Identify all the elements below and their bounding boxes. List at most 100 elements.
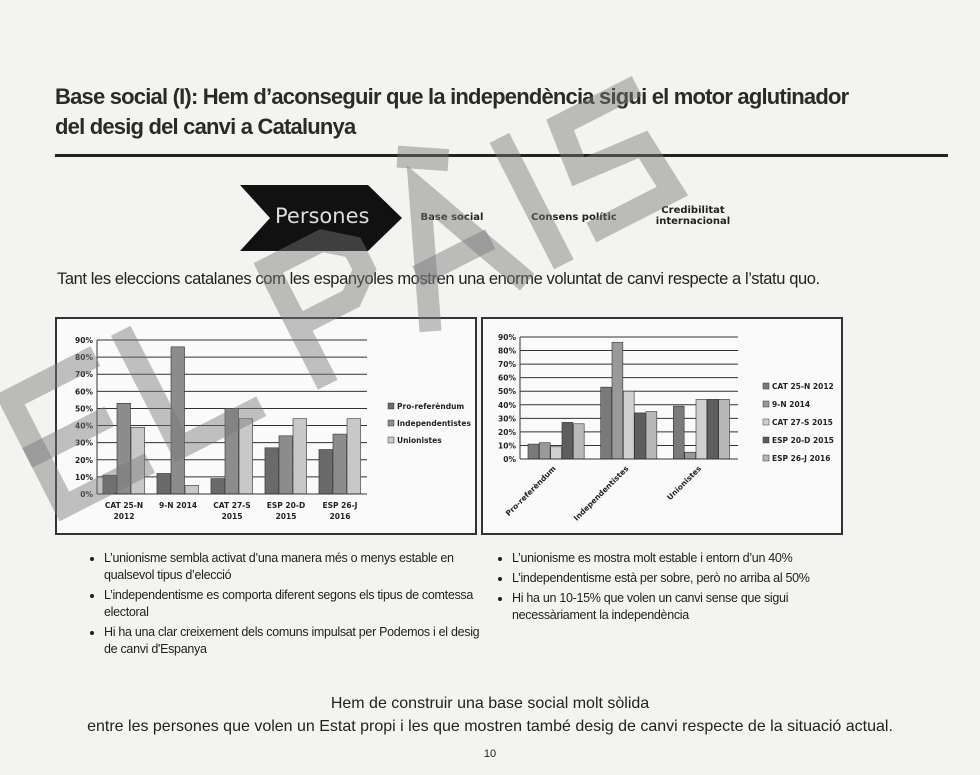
legend-swatch (762, 436, 770, 444)
title-divider (55, 154, 948, 157)
y-tick-label: 10% (498, 441, 516, 450)
legend-swatch (762, 400, 770, 408)
y-tick-label: 60% (498, 374, 516, 383)
chart-by-group-frame (481, 317, 843, 535)
legend-label: Independentistes (397, 419, 471, 428)
x-tick-label: CAT 27-S (213, 501, 250, 510)
x-tick-label: 2015 (222, 512, 243, 521)
page-number: 10 (483, 748, 497, 760)
x-tick-label: CAT 25-N (105, 501, 143, 510)
y-tick-label: 40% (498, 401, 516, 410)
legend-label: Unionistes (397, 436, 442, 445)
legend-swatch (387, 436, 395, 444)
y-tick-label: 10% (75, 473, 93, 482)
step-consens-politic: Consens polític (531, 212, 617, 223)
legend-label: CAT 25-N 2012 (772, 382, 834, 391)
bullet: L’independentisme es comporta diferent s… (104, 587, 481, 621)
y-tick-label: 80% (75, 353, 93, 362)
subtitle: Tant les eleccions catalanes com les esp… (57, 270, 820, 288)
bar (184, 485, 199, 495)
bullets-left: L’unionisme sembla activat d’una manera … (86, 550, 481, 661)
y-tick-label: 80% (498, 347, 516, 356)
y-tick-label: 40% (75, 422, 93, 431)
title-line-1: Base social (I): Hem d’aconseguir que la… (55, 84, 849, 109)
bullet: L’independentisme està per sobre, però n… (512, 570, 834, 587)
bar (684, 451, 696, 460)
legend-label: ESP 20-D 2015 (772, 436, 834, 445)
bar (645, 411, 658, 460)
y-tick-label: 30% (498, 414, 516, 423)
legend-swatch (762, 418, 770, 426)
legend-label: Pro-referèndum (397, 402, 464, 411)
x-tick-label: 2016 (330, 512, 351, 521)
bar (695, 399, 708, 460)
y-tick-label: 70% (498, 360, 516, 369)
legend-label: CAT 27-S 2015 (772, 418, 833, 427)
active-step-label: Persones (275, 204, 370, 228)
y-tick-label: 0% (80, 490, 93, 499)
x-tick-label: 2015 (276, 512, 297, 521)
bar (527, 443, 540, 460)
title-line-2: del desig del canvi a Catalunya (55, 114, 356, 139)
y-tick-label: 20% (498, 428, 516, 437)
y-tick-label: 20% (75, 456, 93, 465)
y-tick-label: 50% (498, 387, 516, 396)
x-tick-label: 2012 (114, 512, 135, 521)
bar (634, 412, 646, 460)
y-tick-label: 90% (75, 336, 93, 345)
bar (292, 418, 307, 495)
legend-label: 9-N 2014 (772, 400, 810, 409)
legend-swatch (762, 382, 770, 390)
x-tick-label: Independentistes (572, 464, 631, 523)
y-tick-label: 0% (503, 455, 516, 464)
legend-swatch (762, 454, 770, 462)
bar (278, 435, 293, 495)
bar (707, 399, 719, 460)
bar (130, 426, 145, 495)
legend-swatch (387, 402, 395, 410)
bar (238, 418, 253, 495)
bar (623, 390, 635, 460)
bar (673, 405, 685, 460)
x-tick-label: Pro-referèndum (504, 464, 558, 518)
y-tick-label: 50% (75, 404, 93, 413)
bar (264, 447, 279, 495)
x-tick-label: Unionistes (665, 464, 703, 502)
y-tick-label: 60% (75, 387, 93, 396)
bar (116, 403, 131, 495)
conclusion-line-1: Hem de construir una base social molt sò… (330, 695, 650, 712)
y-tick-label: 70% (75, 370, 93, 379)
bar (718, 399, 730, 460)
bar (332, 433, 347, 495)
x-tick-label: ESP 26-J (323, 501, 358, 510)
bar (561, 422, 574, 460)
bar (573, 423, 585, 460)
bar (170, 346, 185, 495)
bar (550, 446, 562, 460)
bar (346, 418, 361, 495)
bar (156, 473, 171, 495)
conclusion-line-2: entre les persones que volen un Estat pr… (87, 718, 893, 735)
step-credibilitat-internacional: Credibilitat internacional (655, 205, 731, 227)
bar (539, 442, 551, 460)
bar (611, 342, 624, 460)
y-tick-label: 30% (75, 439, 93, 448)
bar (102, 474, 117, 495)
bullet: Hi ha un 10-15% que volen un canvi sense… (512, 590, 834, 624)
legend-swatch (387, 419, 395, 427)
bullet: L’unionisme es mostra molt estable i ent… (512, 550, 834, 567)
x-tick-label: 9-N 2014 (159, 501, 197, 510)
active-step-chevron (240, 185, 402, 251)
y-tick-label: 90% (498, 333, 516, 342)
x-tick-label: ESP 20-D (267, 501, 305, 510)
legend-label: ESP 26-J 2016 (772, 454, 830, 463)
bullet: Hi ha una clar creixement dels comuns im… (104, 624, 481, 658)
page-title: Base social (I): Hem d’aconseguir que la… (55, 82, 849, 142)
bar (318, 449, 333, 495)
bar (210, 478, 225, 495)
step-base-social: Base social (420, 212, 484, 223)
bullet: L’unionisme sembla activat d’una manera … (104, 550, 481, 584)
bar (224, 408, 239, 495)
bullets-right: L’unionisme es mostra molt estable i ent… (494, 550, 834, 627)
